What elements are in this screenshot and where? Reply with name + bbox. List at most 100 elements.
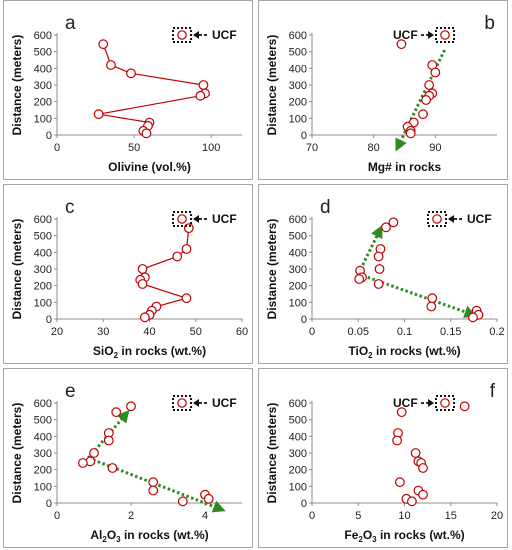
chart-svg-b: 0 100 200 300 400 500 600 70 80 90 Distance (meter… <box>265 13 497 174</box>
chart-svg-a: 0 100 200 300 400 500 600 0 50 100 Distance (meter… <box>10 13 242 174</box>
x-axis-title-part: TiO <box>348 344 368 358</box>
y-tick-label: 100 <box>34 297 52 309</box>
data-point <box>394 477 405 488</box>
ucf-point <box>432 214 442 224</box>
ucf-point <box>440 398 450 408</box>
y-tick-label: 100 <box>289 481 307 493</box>
y-tick-label: 400 <box>34 247 52 259</box>
data-point <box>396 407 407 418</box>
x-tick-label: 90 <box>429 142 441 154</box>
y-tick-label: 600 <box>34 214 52 226</box>
data-point <box>381 222 391 233</box>
x-tick-label: 0.2 <box>489 326 504 338</box>
y-tick-label: 0 <box>301 498 307 510</box>
ucf-arrow-head <box>448 215 454 223</box>
x-axis-title-subscript: 2 <box>102 535 107 544</box>
data-point <box>396 39 407 50</box>
x-tick-label: 60 <box>236 326 248 338</box>
x-axis-title-subscript: 2 <box>368 351 373 360</box>
x-axis-title: Al2O3 in rocks (wt.%) <box>90 528 208 544</box>
y-tick-label: 200 <box>289 281 307 293</box>
ucf-label: UCF <box>212 396 237 410</box>
data-point <box>406 496 417 507</box>
data-point <box>424 80 435 90</box>
trend-arrow <box>87 409 130 459</box>
y-tick-label: 200 <box>34 97 52 109</box>
chart-svg-d: 0 100 200 300 400 500 600 0 0.05 0.1 0.15 0.2 Distan… <box>265 197 505 360</box>
x-tick-label: 30 <box>97 326 109 338</box>
x-tick-label: 20 <box>51 326 63 338</box>
y-axis-title: Distance (meters) <box>10 403 24 504</box>
ucf-point <box>177 214 187 224</box>
x-axis-title-part: Olivine (vol.%) <box>108 160 191 174</box>
y-tick-label: 400 <box>34 431 52 443</box>
ucf-arrow-head <box>193 31 199 39</box>
x-axis-title: Mg# in rocks <box>368 160 442 174</box>
ucf-arrow-head <box>193 215 199 223</box>
panel-letter: c <box>65 197 75 218</box>
y-tick-label: 200 <box>34 465 52 477</box>
data-point <box>98 39 109 50</box>
x-axis-title-part: SiO <box>93 344 114 358</box>
x-axis-title: Olivine (vol.%) <box>108 160 191 174</box>
data-point <box>198 80 209 90</box>
ucf-point <box>440 30 450 40</box>
ucf-dotted-box <box>172 395 192 411</box>
data-point <box>77 458 88 468</box>
y-tick-label: 500 <box>34 47 52 59</box>
chart-panel-a: 0 100 200 300 400 500 600 0 50 100 Distance (meter… <box>3 0 253 180</box>
data-point <box>107 463 118 473</box>
chart-panel-f: 0 100 200 300 400 500 600 0 5 10 15 20 Distance (met… <box>258 368 508 548</box>
series-line <box>139 228 190 318</box>
ucf-point <box>177 398 187 408</box>
ucf-label: UCF <box>212 28 237 42</box>
panel-letter: d <box>320 197 331 218</box>
x-tick-label: 15 <box>445 510 457 522</box>
ucf-dotted-box <box>435 395 455 411</box>
data-point <box>410 448 421 458</box>
trend-arrow <box>395 49 446 152</box>
x-tick-label: 0.15 <box>440 326 461 338</box>
y-tick-label: 100 <box>34 113 52 125</box>
data-point <box>177 496 188 507</box>
x-axis-title-part: in rocks (wt.%) <box>373 344 461 358</box>
y-tick-label: 0 <box>46 498 52 510</box>
data-point <box>421 95 431 105</box>
x-axis-title-part: Al <box>90 528 102 542</box>
y-tick-label: 0 <box>46 314 52 326</box>
x-tick-label: 5 <box>355 510 361 522</box>
ucf-arrow-head <box>193 399 199 407</box>
data-point <box>181 293 192 304</box>
x-axis-title-part: O <box>107 528 116 542</box>
x-axis-title: TiO2 in rocks (wt.%) <box>348 344 460 360</box>
data-point <box>148 485 159 496</box>
y-tick-label: 400 <box>289 63 307 75</box>
data-point <box>137 264 148 274</box>
data-point <box>172 251 183 262</box>
ucf-dotted-box <box>427 211 447 227</box>
chart-panel-c: 0 100 200 300 400 500 600 20 30 40 50 60 Distance (m… <box>3 184 253 364</box>
chart-panel-b: 0 100 200 300 400 500 600 70 80 90 Distance (meter… <box>258 0 508 180</box>
x-tick-label: 0.1 <box>397 326 412 338</box>
x-tick-label: 0 <box>54 142 60 154</box>
data-point <box>468 312 478 323</box>
ucf-label: UCF <box>393 28 418 42</box>
y-tick-label: 300 <box>289 448 307 460</box>
y-tick-label: 500 <box>289 231 307 243</box>
data-point <box>203 493 214 504</box>
data-point <box>195 90 206 101</box>
y-tick-label: 300 <box>34 80 52 92</box>
x-tick-label: 0 <box>309 510 315 522</box>
x-tick-label: 2 <box>128 510 134 522</box>
data-point <box>418 489 428 500</box>
y-tick-label: 100 <box>289 113 307 125</box>
x-axis-title-subscript: 3 <box>116 535 121 544</box>
x-tick-label: 4 <box>202 510 208 522</box>
y-tick-label: 100 <box>289 297 307 309</box>
data-point <box>430 67 441 78</box>
y-tick-label: 600 <box>34 398 52 410</box>
x-tick-label: 0.05 <box>348 326 369 338</box>
data-point <box>126 68 136 79</box>
data-point <box>89 448 99 458</box>
